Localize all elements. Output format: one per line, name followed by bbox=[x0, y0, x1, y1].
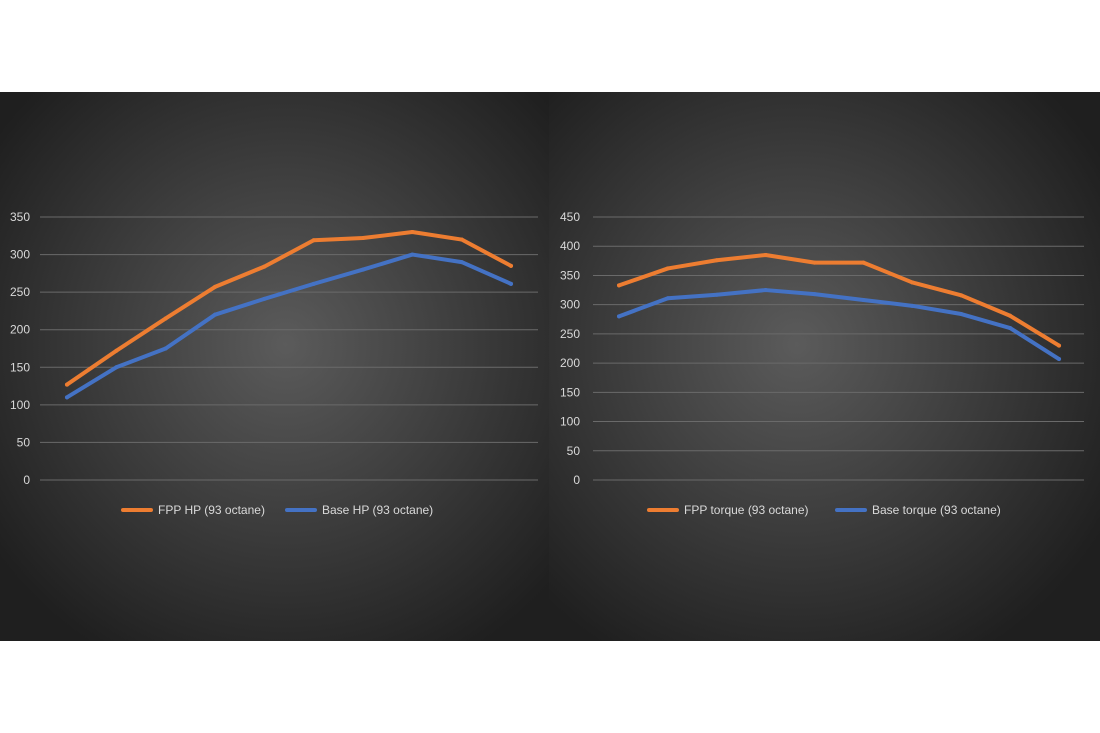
hp-data-point bbox=[262, 296, 267, 301]
torque-data-point bbox=[1057, 343, 1061, 348]
torque-data-point bbox=[959, 312, 964, 317]
hp-y-tick-label: 50 bbox=[17, 435, 31, 449]
hp-data-point bbox=[163, 346, 168, 351]
torque-y-tick-label: 400 bbox=[560, 239, 580, 253]
torque-legend-label: Base torque (93 octane) bbox=[872, 503, 1001, 517]
hp-series-line-1 bbox=[65, 230, 513, 387]
hp-data-point bbox=[361, 267, 365, 272]
torque-y-tick-label: 0 bbox=[573, 473, 580, 487]
hp-data-point bbox=[410, 252, 415, 257]
hp-data-point bbox=[459, 260, 464, 265]
torque-data-point bbox=[714, 258, 719, 263]
hp-data-point bbox=[311, 238, 316, 243]
torque-data-point bbox=[910, 303, 915, 308]
hp-data-point bbox=[114, 365, 119, 370]
hp-y-tick-label: 200 bbox=[10, 323, 30, 337]
torque-y-tick-label: 350 bbox=[560, 268, 580, 282]
hp-legend-label: FPP HP (93 octane) bbox=[158, 503, 265, 517]
torque-data-point bbox=[861, 260, 866, 265]
torque-data-point bbox=[1008, 326, 1013, 331]
torque-data-point bbox=[959, 293, 964, 298]
hp-y-tick-label: 150 bbox=[10, 360, 30, 374]
torque-data-point bbox=[763, 252, 768, 257]
hp-data-point bbox=[459, 237, 464, 242]
torque-y-tick-label: 250 bbox=[560, 327, 580, 341]
torque-y-tick-label: 150 bbox=[560, 385, 580, 399]
hp-data-point bbox=[65, 395, 69, 400]
hp-y-tick-label: 350 bbox=[10, 210, 30, 224]
torque-data-point bbox=[763, 288, 768, 293]
hp-y-tick-label: 100 bbox=[10, 398, 30, 412]
torque-data-point bbox=[812, 292, 817, 297]
hp-data-point bbox=[262, 264, 267, 269]
hp-legend-label: Base HP (93 octane) bbox=[322, 503, 433, 517]
torque-y-tick-label: 50 bbox=[567, 444, 581, 458]
hp-data-point bbox=[361, 236, 365, 241]
torque-chart: 0 50 100 150 200 250 300 350 400 450 FPP torque (9… bbox=[560, 210, 1084, 517]
torque-data-point bbox=[665, 266, 670, 271]
hp-y-tick-label: 250 bbox=[10, 285, 30, 299]
hp-data-point bbox=[213, 284, 217, 289]
torque-y-tick-label: 450 bbox=[560, 210, 580, 224]
torque-legend-label: FPP torque (93 octane) bbox=[684, 503, 809, 517]
hp-data-point bbox=[311, 281, 316, 286]
torque-chart-background bbox=[549, 92, 1100, 641]
torque-y-tick-label: 300 bbox=[560, 298, 580, 312]
torque-data-point bbox=[617, 283, 621, 288]
torque-chart-panel: 0 50 100 150 200 250 300 350 400 450 FPP torque (9… bbox=[549, 92, 1100, 641]
hp-data-point bbox=[163, 316, 168, 321]
hp-chart: 0 50 100 150 200 250 300 350 FPP HP (93 octane) B… bbox=[10, 210, 538, 517]
torque-data-point bbox=[1008, 313, 1013, 318]
hp-data-point bbox=[114, 348, 119, 353]
hp-data-point bbox=[410, 230, 415, 235]
torque-series-line-1 bbox=[617, 252, 1061, 348]
hp-y-tick-label: 0 bbox=[23, 473, 30, 487]
hp-data-point bbox=[509, 263, 513, 268]
torque-data-point bbox=[617, 314, 621, 319]
torque-y-tick-label: 100 bbox=[560, 415, 580, 429]
torque-data-point bbox=[665, 296, 670, 301]
torque-y-tick-label: 200 bbox=[560, 356, 580, 370]
hp-data-point bbox=[65, 382, 69, 387]
torque-data-point bbox=[714, 292, 719, 297]
torque-data-point bbox=[861, 297, 866, 302]
hp-data-point bbox=[509, 281, 513, 286]
hp-data-point bbox=[213, 312, 217, 317]
hp-chart-panel: 0 50 100 150 200 250 300 350 FPP HP (93 octane) B… bbox=[0, 92, 549, 641]
torque-data-point bbox=[1057, 357, 1061, 362]
hp-y-tick-label: 300 bbox=[10, 248, 30, 262]
torque-data-point bbox=[812, 260, 817, 265]
torque-data-point bbox=[910, 280, 915, 285]
torque-series-line-2 bbox=[617, 288, 1061, 362]
hp-series-line-2 bbox=[65, 252, 513, 400]
